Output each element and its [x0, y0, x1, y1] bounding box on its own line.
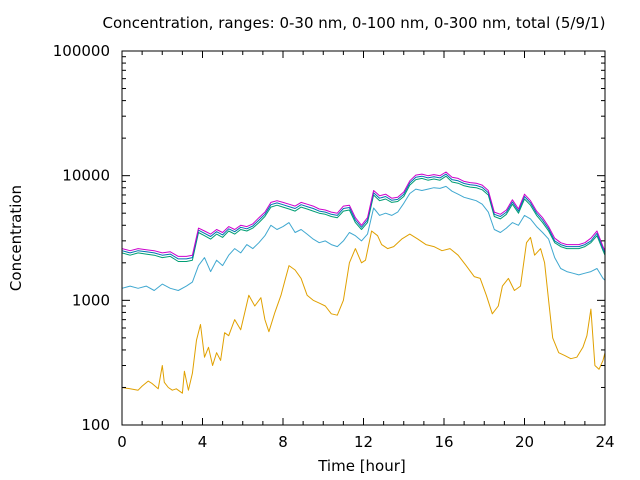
y-tick-label: 100 [81, 416, 110, 434]
x-tick-label: 12 [354, 433, 373, 451]
series-line-5 [121, 171, 606, 257]
series-layer [121, 171, 606, 394]
x-tick-label: 0 [117, 433, 127, 451]
y-tick-label: 10000 [62, 167, 110, 185]
x-tick-label: 16 [434, 433, 453, 451]
x-axis-label: Time [hour] [317, 457, 406, 475]
y-tick-label: 100000 [53, 42, 110, 60]
tick-layer: 0 4 8 12 16 20 24 100 1000 10000 100000 [53, 42, 615, 451]
y-tick-label: 1000 [72, 291, 110, 309]
series-line-1 [121, 230, 606, 394]
series-line-2 [121, 185, 606, 291]
x-tick-label: 24 [595, 433, 614, 451]
chart-title: Concentration, ranges: 0-30 nm, 0-100 nm… [102, 14, 606, 32]
x-tick-label: 20 [515, 433, 534, 451]
x-tick-label: 8 [278, 433, 288, 451]
x-tick-label: 4 [198, 433, 208, 451]
y-axis-label: Concentration [7, 185, 25, 291]
